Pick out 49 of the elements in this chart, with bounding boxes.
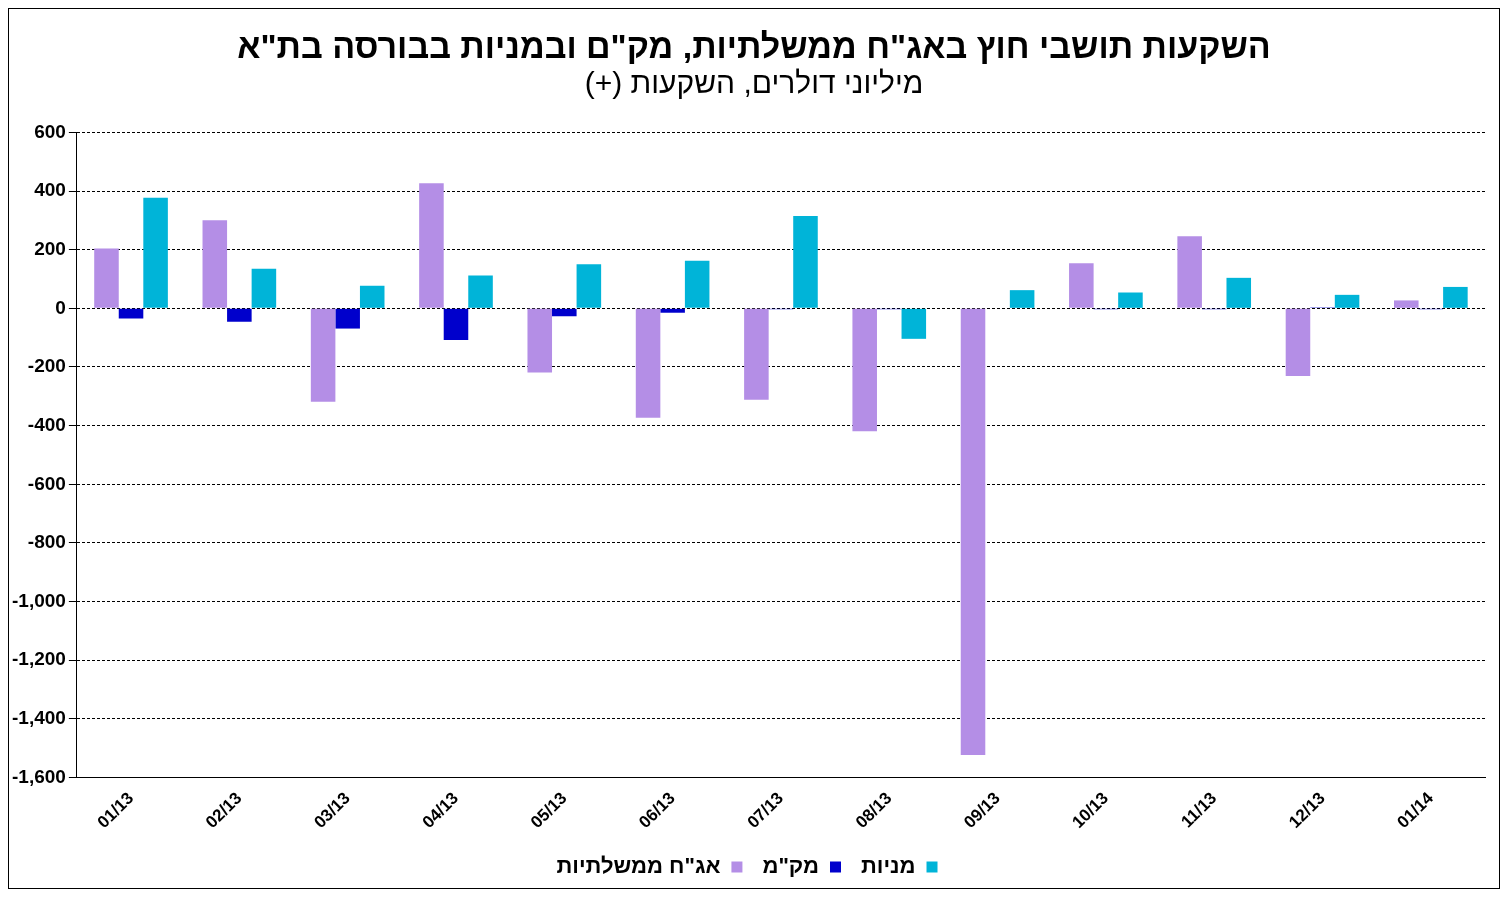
bar [94, 248, 119, 308]
bar [1334, 294, 1360, 308]
y-tick-label: -1,000 [12, 589, 66, 611]
legend-label: מק"מ [762, 853, 819, 879]
bar [552, 308, 577, 317]
y-tick-label: 400 [34, 179, 66, 201]
bar [1009, 290, 1035, 308]
bar [1285, 308, 1311, 377]
bar [1069, 263, 1094, 308]
bar [1177, 236, 1202, 308]
legend-label: אג"ח ממשלתיות [556, 853, 721, 879]
y-tick-label: -200 [27, 355, 66, 377]
bar [118, 308, 144, 319]
y-tick-label: -1,600 [12, 765, 66, 787]
y-tick-label: -800 [27, 531, 66, 553]
bar [251, 268, 277, 308]
y-tick-label: 0 [55, 296, 66, 318]
chart-subtitle: מיליוני דולרים, השקעות (+) [583, 66, 925, 100]
y-tick-label: -600 [27, 472, 66, 494]
bar [1226, 277, 1252, 308]
bar [960, 308, 986, 755]
y-tick-label: 200 [34, 237, 66, 259]
bar [468, 275, 493, 308]
y-tick-label: -400 [27, 413, 66, 435]
bar [660, 308, 685, 313]
bar [901, 308, 927, 339]
bar [684, 260, 710, 308]
bar [419, 183, 444, 308]
bar [227, 308, 252, 322]
bar [1118, 292, 1143, 308]
bar [635, 308, 661, 418]
y-tick-label: -1,200 [12, 648, 66, 670]
bar [310, 308, 336, 402]
y-tick-label: -1,400 [12, 707, 66, 729]
y-tick-label: 600 [34, 120, 66, 142]
bar [852, 308, 877, 432]
bar [443, 308, 469, 340]
bar [1394, 300, 1419, 308]
bar [527, 308, 553, 373]
bar [1443, 286, 1468, 308]
bar [744, 308, 769, 400]
bar [359, 285, 385, 308]
bar [576, 264, 602, 308]
legend-label: מניות [860, 853, 916, 879]
bar [335, 308, 360, 329]
bar [143, 197, 168, 308]
chart-title: השקעות תושבי חוץ באג"ח ממשלתיות, מק"ם ובמניות בבורסה בת"א [236, 27, 1272, 66]
bar [202, 220, 228, 308]
bar [793, 215, 818, 308]
